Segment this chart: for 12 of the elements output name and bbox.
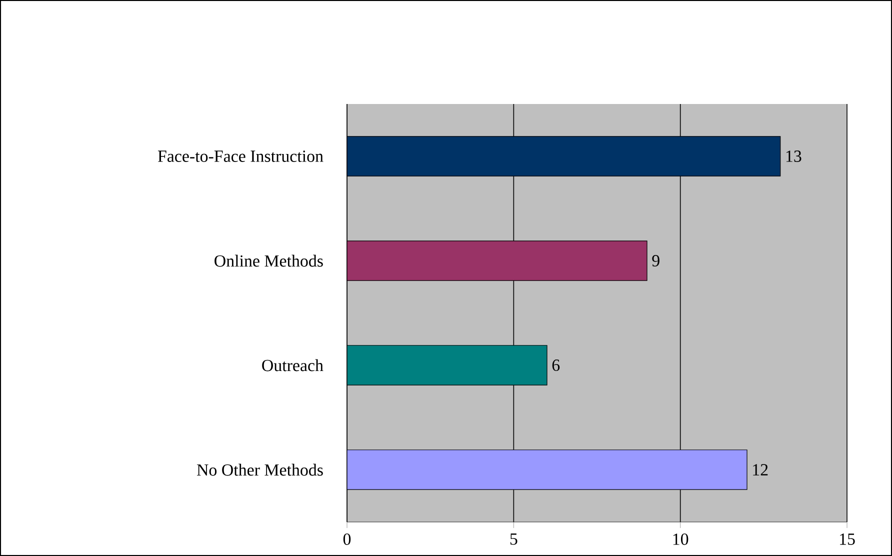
data-label: 12 — [753, 464, 768, 476]
y-tick-label: Outreach — [262, 359, 324, 372]
x-tick-label: 5 — [510, 534, 518, 545]
x-tick-label: 10 — [673, 534, 688, 545]
x-tick-label: 15 — [840, 534, 855, 545]
y-tick-label: No Other Methods — [196, 464, 323, 476]
data-label: 9 — [652, 255, 660, 266]
y-tick-label: Face-to-Face Instruction — [158, 150, 324, 162]
y-tick-label: Online Methods — [214, 254, 323, 267]
data-label: 6 — [552, 360, 560, 371]
data-label: 13 — [786, 150, 802, 162]
x-tick-label: 0 — [343, 534, 351, 545]
